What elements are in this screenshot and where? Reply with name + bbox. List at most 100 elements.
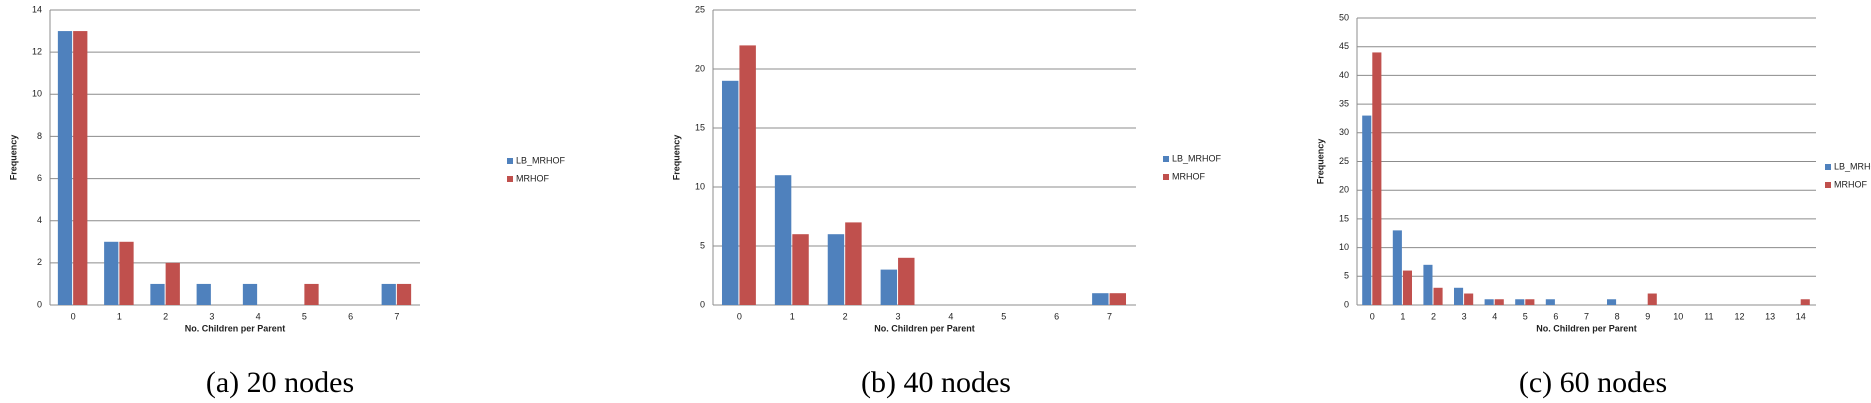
y-tick-label: 25 <box>695 4 705 14</box>
y-axis-label: Frequency <box>8 135 18 181</box>
x-axis-label: No. Children per Parent <box>1536 323 1637 333</box>
legend-swatch <box>1825 164 1831 170</box>
y-axis-label: Frequency <box>671 135 681 181</box>
x-tick-label: 6 <box>1553 311 1558 321</box>
x-tick-label: 0 <box>1370 311 1375 321</box>
bar <box>1454 287 1464 305</box>
y-tick-label: 6 <box>37 173 42 183</box>
bar <box>104 241 119 305</box>
x-tick-label: 3 <box>209 311 214 321</box>
bar <box>1464 293 1474 305</box>
bar <box>1423 264 1433 305</box>
legend-label: MRHOF <box>1834 179 1867 189</box>
x-tick-label: 6 <box>348 311 353 321</box>
y-tick-label: 35 <box>1339 98 1349 108</box>
bar <box>57 31 73 305</box>
x-tick-label: 1 <box>1400 311 1405 321</box>
legend-label: LB_MRHOF <box>1834 161 1871 171</box>
caption: (b) 40 nodes <box>861 366 1011 399</box>
bar <box>242 283 258 305</box>
y-tick-label: 15 <box>695 122 705 132</box>
y-tick-label: 5 <box>1344 271 1349 281</box>
x-tick-label: 9 <box>1645 311 1650 321</box>
legend-swatch <box>1825 182 1831 188</box>
x-tick-label: 4 <box>1492 311 1497 321</box>
bar <box>1525 299 1535 305</box>
bar <box>304 283 319 305</box>
y-tick-label: 0 <box>1344 299 1349 309</box>
y-tick-label: 10 <box>1339 242 1349 252</box>
x-tick-label: 0 <box>737 311 742 321</box>
bar <box>845 222 862 305</box>
bar <box>1494 299 1504 305</box>
x-tick-label: 3 <box>896 311 901 321</box>
x-axis-label: No. Children per Parent <box>185 323 286 333</box>
x-tick-label: 14 <box>1796 311 1806 321</box>
x-tick-label: 8 <box>1615 311 1620 321</box>
x-tick-label: 7 <box>1584 311 1589 321</box>
y-tick-label: 4 <box>37 215 42 225</box>
bar <box>774 175 792 305</box>
y-tick-label: 10 <box>32 89 42 99</box>
bar <box>1647 293 1657 305</box>
bar <box>1362 115 1372 305</box>
x-tick-label: 13 <box>1765 311 1775 321</box>
x-tick-label: 1 <box>117 311 122 321</box>
caption: (c) 60 nodes <box>1519 366 1667 399</box>
y-tick-label: 0 <box>700 299 705 309</box>
x-tick-label: 5 <box>1001 311 1006 321</box>
bar <box>1402 270 1412 305</box>
bar <box>165 262 180 305</box>
y-tick-label: 20 <box>1339 185 1349 195</box>
x-tick-label: 5 <box>1523 311 1528 321</box>
y-axis-label: Frequency <box>1315 139 1325 185</box>
bar <box>721 80 739 305</box>
bar <box>1484 299 1494 305</box>
x-tick-label: 3 <box>1462 311 1467 321</box>
x-tick-label: 4 <box>948 311 953 321</box>
legend-swatch <box>1163 174 1169 180</box>
x-tick-label: 2 <box>843 311 848 321</box>
bar <box>739 45 756 306</box>
x-tick-label: 2 <box>163 311 168 321</box>
bar <box>1545 299 1555 305</box>
x-tick-label: 12 <box>1734 311 1744 321</box>
bar <box>381 283 396 305</box>
bar <box>792 234 809 305</box>
y-tick-label: 12 <box>32 47 42 57</box>
y-tick-label: 5 <box>700 240 705 250</box>
caption: (a) 20 nodes <box>206 366 354 399</box>
legend-swatch <box>507 176 513 182</box>
x-axis-label: No. Children per Parent <box>874 323 975 333</box>
legend-swatch <box>507 158 513 164</box>
bar <box>1607 299 1617 305</box>
y-tick-label: 45 <box>1339 41 1349 51</box>
x-tick-label: 11 <box>1704 311 1713 321</box>
legend-label: LB_MRHOF <box>1172 153 1222 163</box>
x-tick-label: 1 <box>790 311 795 321</box>
bar <box>1372 52 1382 305</box>
bar <box>1433 287 1443 305</box>
bar <box>119 241 134 305</box>
chart: 0 5 10 15 20 25 0 1 2 3 4 5 6 7 No. Children per Paren… <box>671 4 1221 399</box>
x-tick-label: 0 <box>71 311 76 321</box>
bar <box>880 269 898 305</box>
bar <box>898 257 915 305</box>
x-tick-label: 4 <box>256 311 261 321</box>
y-tick-label: 40 <box>1339 70 1349 80</box>
bar <box>1092 293 1109 305</box>
bar <box>396 283 412 305</box>
legend-swatch <box>1163 156 1169 162</box>
y-tick-label: 20 <box>695 63 705 73</box>
y-tick-label: 0 <box>37 299 42 309</box>
bar <box>1515 299 1525 305</box>
y-tick-label: 25 <box>1339 156 1349 166</box>
x-tick-label: 7 <box>1107 311 1112 321</box>
bar <box>196 283 211 305</box>
legend-label: MRHOF <box>1172 171 1205 181</box>
y-tick-label: 15 <box>1339 213 1349 223</box>
legend-label: MRHOF <box>516 173 549 183</box>
